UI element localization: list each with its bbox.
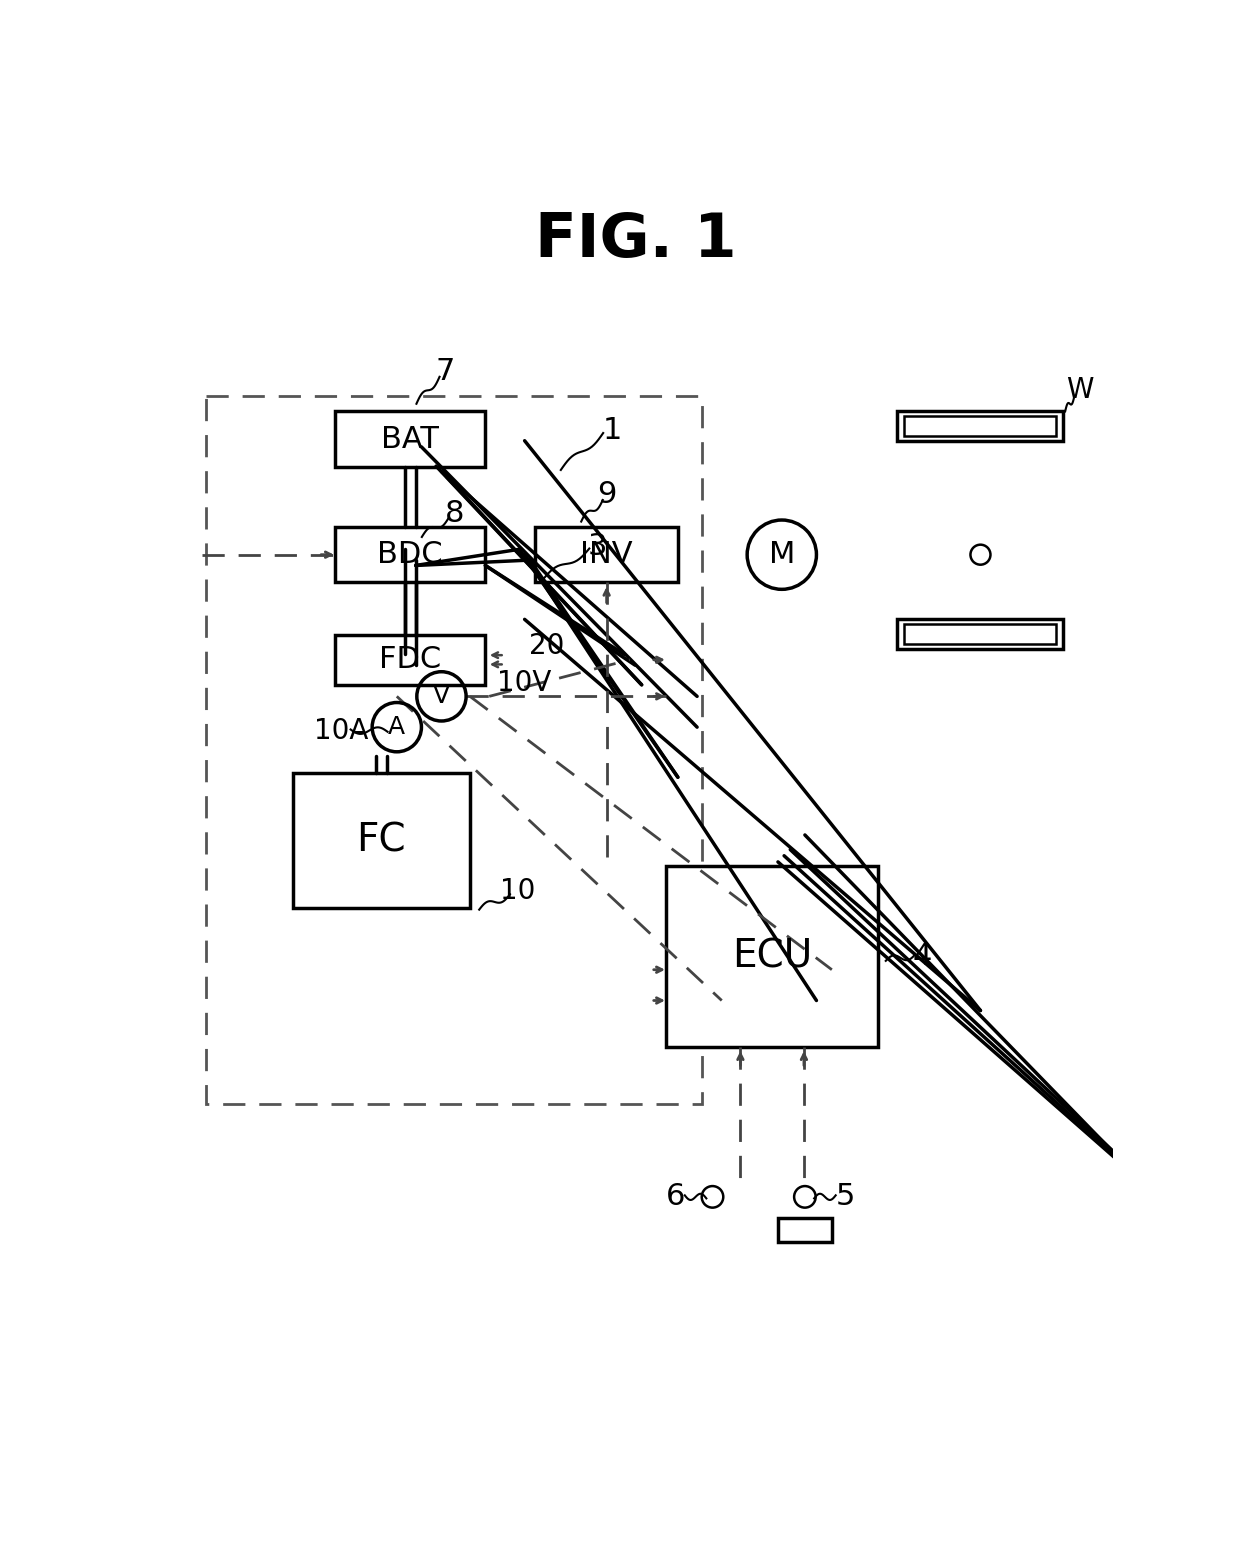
Text: 10V: 10V <box>497 668 551 696</box>
Bar <box>536 527 678 582</box>
Bar <box>904 624 1056 644</box>
Text: 10: 10 <box>500 877 536 905</box>
Text: W: W <box>1066 376 1094 405</box>
Bar <box>335 411 485 467</box>
Bar <box>206 397 703 1104</box>
Text: V: V <box>433 684 450 709</box>
Text: BAT: BAT <box>382 425 439 453</box>
Bar <box>293 773 470 908</box>
Text: 5: 5 <box>836 1182 854 1212</box>
Bar <box>335 527 485 582</box>
Text: 8: 8 <box>445 499 465 527</box>
Bar <box>904 416 1056 436</box>
Text: 9: 9 <box>596 480 616 510</box>
Text: 10A: 10A <box>314 717 368 745</box>
Text: ECU: ECU <box>732 938 812 975</box>
Text: 3: 3 <box>588 532 606 561</box>
Text: 7: 7 <box>435 358 455 386</box>
Bar <box>777 1218 832 1242</box>
Text: 1: 1 <box>603 416 622 445</box>
Bar <box>335 635 485 685</box>
Text: 4: 4 <box>913 942 932 971</box>
Text: FC: FC <box>357 822 407 859</box>
Text: FDC: FDC <box>379 646 441 674</box>
Text: M: M <box>769 541 795 569</box>
Text: 20: 20 <box>529 632 564 660</box>
Bar <box>898 619 1063 649</box>
Bar <box>898 411 1063 441</box>
Text: A: A <box>388 715 405 739</box>
Text: 6: 6 <box>666 1182 686 1212</box>
Text: INV: INV <box>580 541 632 569</box>
Text: BDC: BDC <box>377 541 443 569</box>
Bar <box>666 866 878 1047</box>
Text: FIG. 1: FIG. 1 <box>534 212 737 270</box>
